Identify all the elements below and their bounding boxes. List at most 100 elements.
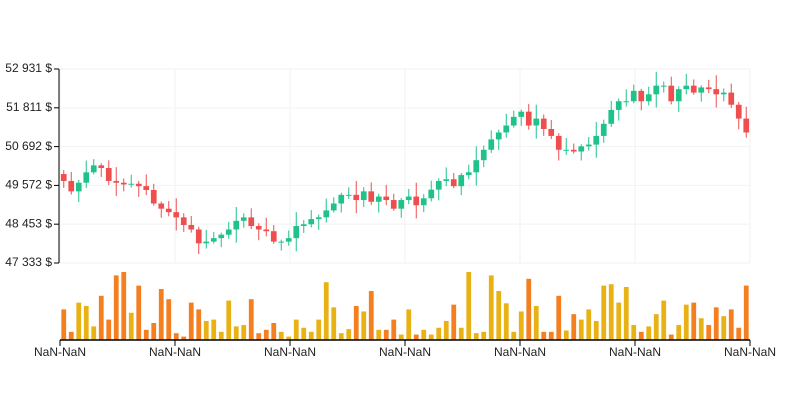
volume-bar: [68, 331, 74, 340]
x-tick-label: NaN-NaN: [494, 345, 546, 359]
volume-bar: [728, 309, 734, 340]
y-tick-label: 52 931 $: [5, 61, 52, 75]
y-tick-label: 49 572 $: [5, 178, 52, 192]
volume-bar: [368, 291, 374, 340]
volume-bar: [406, 309, 412, 340]
candle-body: [698, 87, 705, 93]
candle-body: [510, 116, 517, 126]
volume-bar: [458, 327, 464, 340]
volume-bar: [646, 326, 652, 340]
candle-body: [518, 111, 525, 117]
candle-body: [563, 149, 570, 151]
volume-bar: [166, 299, 172, 340]
candle-body: [465, 172, 472, 176]
volume-bar: [593, 320, 599, 340]
volume-bar: [488, 275, 494, 340]
volume-bar: [383, 329, 389, 340]
candle-body: [248, 217, 255, 227]
candle-body: [428, 189, 435, 199]
volume-bar: [571, 314, 577, 340]
candle-body: [690, 85, 697, 93]
volume-bar: [226, 300, 232, 340]
volume-bar: [511, 331, 517, 340]
y-tick-label: 48 453 $: [5, 216, 52, 230]
candle-body: [68, 180, 75, 192]
candle-body: [405, 196, 412, 201]
candle-body: [98, 165, 105, 168]
candle-body: [615, 101, 622, 110]
volume-bar: [451, 304, 457, 340]
candle-body: [278, 241, 285, 243]
volume-bar: [106, 319, 112, 340]
volume-bar: [121, 272, 127, 340]
candle-body: [683, 85, 690, 90]
volume-bar: [556, 295, 562, 340]
volume-bar: [631, 325, 637, 340]
candle-body: [743, 118, 750, 133]
volume-bar: [346, 329, 352, 340]
candle-body: [285, 238, 292, 242]
candle-body: [488, 139, 495, 150]
candle-body: [188, 224, 195, 230]
candle-body: [323, 210, 330, 218]
candle-body: [608, 109, 615, 124]
candle-body: [165, 208, 172, 213]
candle-body: [623, 101, 630, 103]
candle-body: [728, 92, 735, 105]
volume-bar: [736, 327, 742, 340]
volume-bar: [691, 302, 697, 340]
candle-body: [645, 94, 652, 102]
volume-bar: [136, 285, 142, 340]
volume-bar: [683, 304, 689, 340]
volume-bar: [263, 329, 269, 340]
volume-bar: [61, 309, 67, 340]
volume-bar: [428, 334, 434, 340]
volume-bar: [496, 291, 502, 340]
candle-body: [578, 146, 585, 152]
volume-bar: [83, 306, 89, 340]
candle-body: [480, 149, 487, 161]
volume-bar: [706, 325, 712, 340]
candle-body: [638, 90, 645, 102]
candle-body: [105, 167, 112, 181]
candle-body: [630, 90, 637, 102]
volume-bar: [473, 333, 479, 340]
volume-bar: [518, 311, 524, 340]
candle-body: [300, 224, 307, 227]
candle-body: [398, 200, 405, 209]
candle-body: [203, 241, 210, 244]
volume-bar: [338, 333, 344, 340]
candle-body: [473, 160, 480, 173]
candle-body: [143, 186, 150, 190]
volume-bar: [248, 299, 254, 340]
candle-body: [263, 229, 270, 232]
volume-bar: [661, 300, 667, 340]
candle-body: [653, 85, 660, 95]
volume-bar: [331, 307, 337, 340]
volume-bar: [308, 331, 314, 340]
volume-bar: [376, 329, 382, 340]
candle-body: [660, 85, 667, 87]
volume-bar: [638, 331, 644, 340]
volume-bar: [601, 285, 607, 340]
candle-body: [315, 217, 322, 220]
candle-body: [495, 132, 502, 140]
candle-body: [593, 135, 600, 145]
candle-body: [308, 219, 315, 225]
volume-bar: [503, 303, 509, 340]
candle-body: [383, 196, 390, 201]
candle-body: [503, 125, 510, 133]
candle-body: [180, 217, 187, 225]
candle-body: [293, 226, 300, 239]
volume-bar: [421, 329, 427, 340]
candle-body: [270, 231, 277, 242]
volume-bar: [113, 275, 119, 340]
candle-body: [135, 183, 142, 187]
candle-body: [525, 111, 532, 126]
candle-body: [443, 179, 450, 181]
volume-bar: [301, 327, 307, 340]
volume-bar: [713, 307, 719, 340]
y-tick-label: 50 692 $: [5, 139, 52, 153]
